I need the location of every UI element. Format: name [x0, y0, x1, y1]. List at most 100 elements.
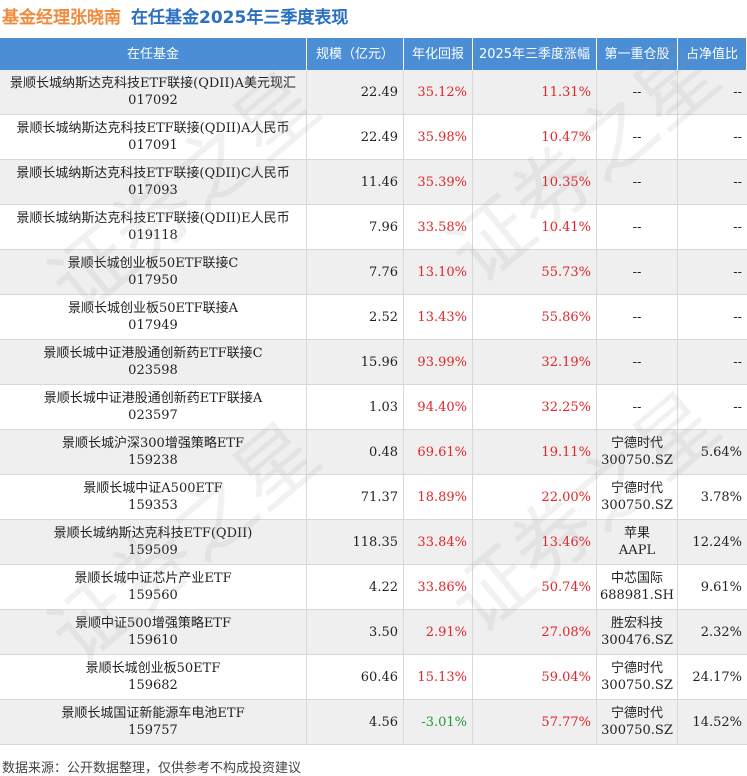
top-holding: --	[632, 129, 642, 145]
holding-cell: --	[597, 250, 678, 294]
top-holding: --	[632, 399, 642, 415]
fund-name: 景顺长城纳斯达克科技ETF联接(QDII)A美元现汇	[9, 76, 297, 91]
scale-cell: 11.46	[307, 160, 404, 204]
annual-cell: 33.58%	[404, 205, 473, 249]
weight-cell: --	[678, 385, 747, 429]
top-holding: 宁德时代	[610, 661, 663, 676]
fund-cell: 景顺中证500增强策略ETF 159610	[0, 610, 307, 654]
fund-cell: 景顺长城创业板50ETF 159682	[0, 655, 307, 699]
annual-return: -3.01%	[421, 714, 467, 730]
fund-cell: 景顺长城纳斯达克科技ETF联接(QDII)A人民币 017091	[0, 115, 307, 159]
table-row: 景顺长城创业板50ETF联接A 017949 2.52 13.43% 55.86% -- -…	[0, 295, 747, 340]
table-row: 景顺长城创业板50ETF 159682 60.46 15.13% 59.04% 宁德时代 3…	[0, 655, 747, 700]
scale-cell: 22.49	[307, 115, 404, 159]
fund-name: 景顺长城创业板50ETF	[85, 661, 221, 676]
q3-cell: 27.08%	[473, 610, 597, 654]
top-holding: 300476.SZ	[601, 633, 673, 648]
top-holding: 宁德时代	[610, 706, 663, 721]
weight-cell: --	[678, 205, 747, 249]
annual-cell: 18.89%	[404, 475, 473, 519]
scale-cell: 2.52	[307, 295, 404, 339]
weight: --	[733, 174, 742, 190]
q3-change: 19.11%	[541, 444, 591, 460]
fund-name: 景顺长城纳斯达克科技ETF联接(QDII)A人民币	[16, 121, 290, 136]
table-row: 景顺中证500增强策略ETF 159610 3.50 2.91% 27.08% 胜宏科技 3…	[0, 610, 747, 655]
fund-code: 023597	[128, 408, 178, 423]
weight-cell: 3.78%	[678, 475, 747, 519]
fund-code: 159238	[128, 453, 178, 468]
fund-name: 景顺长城纳斯达克科技ETF联接(QDII)C人民币	[16, 166, 290, 181]
weight-cell: --	[678, 70, 747, 114]
fund-cell: 景顺长城纳斯达克科技ETF联接(QDII)C人民币 017093	[0, 160, 307, 204]
fund-cell: 景顺长城中证A500ETF 159353	[0, 475, 307, 519]
scale-cell: 22.49	[307, 70, 404, 114]
annual-cell: -3.01%	[404, 700, 473, 744]
weight-cell: --	[678, 115, 747, 159]
annual-return: 93.99%	[417, 354, 467, 370]
q3-change: 10.35%	[541, 174, 591, 190]
scale: 15.96	[360, 354, 398, 370]
table-row: 景顺长城中证港股通创新药ETF联接A 023597 1.03 94.40% 32.25%…	[0, 385, 747, 430]
top-holding: --	[632, 174, 642, 190]
fund-name: 景顺长城纳斯达克科技ETF联接(QDII)E人民币	[16, 211, 290, 226]
q3-change: 10.41%	[541, 219, 591, 235]
top-holding: 中芯国际	[610, 571, 663, 586]
column-header: 第一重仓股	[597, 38, 678, 70]
scale-cell: 7.96	[307, 205, 404, 249]
q3-cell: 13.46%	[473, 520, 597, 564]
annual-return: 69.61%	[417, 444, 467, 460]
annual-return: 18.89%	[417, 489, 467, 505]
annual-cell: 33.86%	[404, 565, 473, 609]
weight-cell: --	[678, 295, 747, 339]
fund-cell: 景顺长城中证芯片产业ETF 159560	[0, 565, 307, 609]
scale-cell: 118.35	[307, 520, 404, 564]
table-row: 景顺长城创业板50ETF联接C 017950 7.76 13.10% 55.73% -- -…	[0, 250, 747, 295]
heading: 在任基金2025年三季度表现	[131, 8, 349, 28]
table-row: 景顺长城纳斯达克科技ETF联接(QDII)A美元现汇 017092 22.49 35.…	[0, 70, 747, 115]
fund-name: 景顺长城中证芯片产业ETF	[74, 571, 232, 586]
scale-cell: 7.76	[307, 250, 404, 294]
q3-change: 59.04%	[541, 669, 591, 685]
fund-cell: 景顺长城中证港股通创新药ETF联接C 023598	[0, 340, 307, 384]
q3-change: 57.77%	[541, 714, 591, 730]
fund-cell: 景顺长城创业板50ETF联接A 017949	[0, 295, 307, 339]
scale: 11.46	[360, 174, 398, 190]
fund-cell: 景顺长城纳斯达克科技ETF联接(QDII)A美元现汇 017092	[0, 70, 307, 114]
q3-cell: 11.31%	[473, 70, 597, 114]
q3-change: 50.74%	[541, 579, 591, 595]
scale: 0.48	[369, 444, 398, 460]
weight-cell: 12.24%	[678, 520, 747, 564]
fund-code: 159509	[128, 543, 178, 558]
fund-cell: 景顺长城沪深300增强策略ETF 159238	[0, 430, 307, 474]
q3-change: 55.73%	[541, 264, 591, 280]
annual-return: 2.91%	[425, 624, 467, 640]
q3-cell: 50.74%	[473, 565, 597, 609]
fund-code: 017091	[128, 138, 178, 153]
top-holding: 苹果	[623, 526, 650, 541]
fund-code: 017092	[128, 93, 178, 108]
weight-cell: 2.32%	[678, 610, 747, 654]
fund-code: 023598	[128, 363, 178, 378]
annual-cell: 35.39%	[404, 160, 473, 204]
weight-cell: 24.17%	[678, 655, 747, 699]
top-holding: 300750.SZ	[601, 453, 673, 468]
weight: 12.24%	[692, 534, 742, 550]
column-header: 年化回报	[404, 38, 473, 70]
q3-change: 11.31%	[541, 84, 591, 100]
q3-change: 22.00%	[541, 489, 591, 505]
fund-name: 景顺中证500增强策略ETF	[75, 616, 231, 631]
annual-cell: 15.13%	[404, 655, 473, 699]
scale-cell: 60.46	[307, 655, 404, 699]
annual-return: 94.40%	[417, 399, 467, 415]
holding-cell: 宁德时代 300750.SZ	[597, 475, 678, 519]
annual-cell: 93.99%	[404, 340, 473, 384]
scale-cell: 3.50	[307, 610, 404, 654]
fund-name: 景顺长城创业板50ETF联接C	[67, 256, 239, 271]
fund-cell: 景顺长城国证新能源车电池ETF 159757	[0, 700, 307, 744]
table-row: 景顺长城中证港股通创新药ETF联接C 023598 15.96 93.99% 32.19…	[0, 340, 747, 385]
scale: 7.96	[369, 219, 398, 235]
scale-cell: 0.48	[307, 430, 404, 474]
fund-code: 159560	[128, 588, 178, 603]
annual-return: 13.43%	[417, 309, 467, 325]
weight-cell: 14.52%	[678, 700, 747, 744]
